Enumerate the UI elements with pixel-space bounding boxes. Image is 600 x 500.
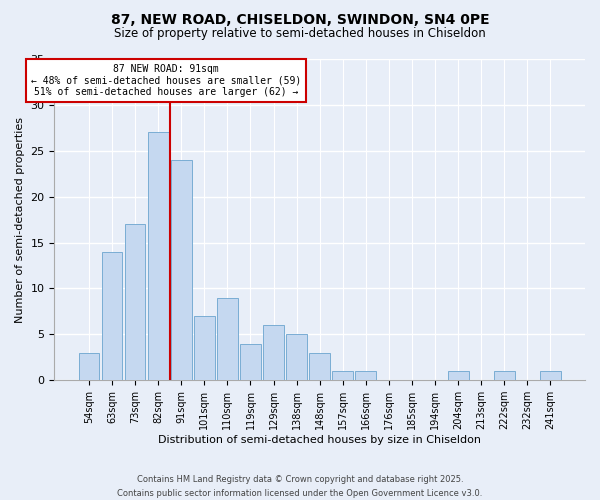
Bar: [240, 344, 261, 380]
Y-axis label: Number of semi-detached properties: Number of semi-detached properties: [15, 116, 25, 322]
Text: 87, NEW ROAD, CHISELDON, SWINDON, SN4 0PE: 87, NEW ROAD, CHISELDON, SWINDON, SN4 0P…: [110, 12, 490, 26]
Bar: [494, 371, 515, 380]
Bar: [194, 316, 215, 380]
Bar: [171, 160, 191, 380]
Bar: [148, 132, 169, 380]
Bar: [310, 352, 330, 380]
Bar: [286, 334, 307, 380]
Bar: [332, 371, 353, 380]
Bar: [448, 371, 469, 380]
Bar: [101, 252, 122, 380]
Bar: [79, 352, 99, 380]
Bar: [217, 298, 238, 380]
Text: Contains HM Land Registry data © Crown copyright and database right 2025.
Contai: Contains HM Land Registry data © Crown c…: [118, 476, 482, 498]
Bar: [540, 371, 561, 380]
Text: Size of property relative to semi-detached houses in Chiseldon: Size of property relative to semi-detach…: [114, 28, 486, 40]
Bar: [355, 371, 376, 380]
Bar: [125, 224, 145, 380]
X-axis label: Distribution of semi-detached houses by size in Chiseldon: Distribution of semi-detached houses by …: [158, 435, 481, 445]
Bar: [263, 325, 284, 380]
Text: 87 NEW ROAD: 91sqm
← 48% of semi-detached houses are smaller (59)
51% of semi-de: 87 NEW ROAD: 91sqm ← 48% of semi-detache…: [31, 64, 301, 97]
